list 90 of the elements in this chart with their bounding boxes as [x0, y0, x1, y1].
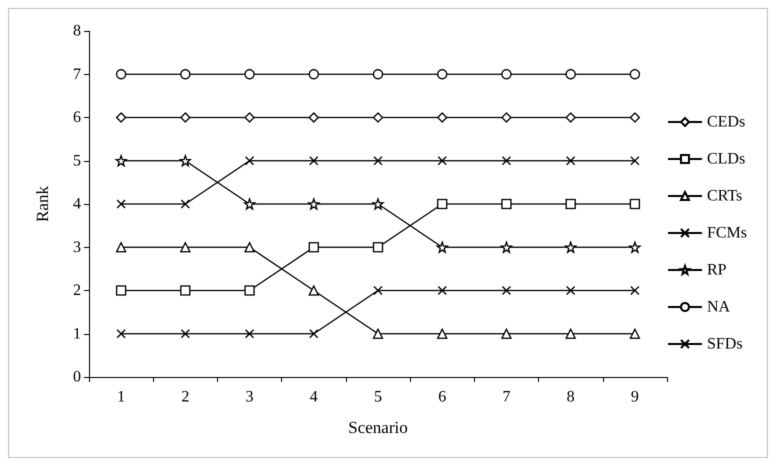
point [437, 69, 448, 80]
point [565, 242, 576, 253]
point [373, 156, 383, 166]
legend-label: NA [706, 298, 731, 316]
point [180, 242, 190, 252]
legend-label: FCMs [706, 224, 748, 242]
x-tick-label: 7 [502, 388, 510, 406]
point [566, 69, 576, 80]
legend-label: CLDs [706, 150, 746, 168]
point [180, 69, 190, 80]
point [308, 112, 319, 123]
point [116, 112, 126, 123]
legend-label: CRTs [706, 188, 742, 204]
point [244, 285, 255, 296]
y-tick-label: 3 [73, 238, 81, 256]
y-tick-label: 6 [73, 109, 81, 126]
point [244, 69, 255, 80]
point [502, 156, 512, 166]
point [437, 328, 448, 339]
point [180, 285, 190, 296]
point [372, 198, 384, 210]
point [308, 69, 319, 80]
x-axis-title: Scenario [348, 418, 408, 437]
point [630, 69, 640, 80]
point [437, 198, 448, 210]
point [244, 329, 254, 338]
y-axis-title: Rank [33, 186, 52, 222]
point [180, 112, 190, 123]
point [502, 286, 512, 296]
point [308, 285, 319, 296]
point [244, 242, 255, 252]
y-tick-label: 8 [73, 22, 81, 40]
point [244, 156, 254, 166]
point [501, 112, 512, 123]
point [438, 156, 447, 166]
point [116, 242, 126, 252]
point [244, 112, 255, 123]
point [566, 286, 576, 296]
x-tick-label: 2 [181, 388, 190, 406]
point [372, 112, 384, 123]
point [566, 156, 576, 166]
point [630, 156, 640, 166]
y-tick-label: 1 [73, 325, 81, 342]
point [115, 155, 127, 166]
x-tick-label: 5 [374, 388, 382, 406]
y-tick-label: 5 [73, 152, 81, 170]
legend-label: SFDs [706, 336, 743, 352]
point [180, 329, 190, 338]
point [629, 242, 641, 253]
point [501, 69, 512, 80]
point [501, 198, 512, 210]
x-tick-label: 4 [310, 388, 318, 406]
point [180, 155, 191, 166]
y-tick-label: 0 [73, 368, 81, 386]
point [244, 198, 256, 210]
y-tick-label: 4 [73, 196, 81, 212]
point [372, 69, 384, 80]
point [436, 242, 448, 253]
point [372, 242, 384, 252]
point [309, 156, 318, 166]
point [630, 198, 640, 210]
point [437, 112, 448, 123]
x-tick-label: 9 [630, 388, 639, 406]
point [116, 329, 126, 338]
point [308, 242, 319, 252]
legend-label: CEDs [706, 114, 746, 130]
point [308, 198, 320, 210]
point [566, 328, 576, 339]
point [630, 286, 640, 296]
point [500, 242, 512, 253]
y-tick-label: 2 [73, 282, 81, 299]
point [566, 112, 576, 123]
point [309, 329, 318, 338]
x-tick-label: 8 [566, 388, 575, 406]
point [630, 112, 640, 123]
x-tick-label: 6 [438, 388, 446, 406]
point [116, 285, 126, 296]
point [372, 328, 384, 339]
point [630, 328, 640, 339]
point [438, 286, 447, 296]
y-tick-label: 7 [73, 66, 81, 83]
point [373, 286, 383, 296]
point [116, 69, 126, 80]
point [116, 199, 126, 209]
point [180, 199, 190, 209]
point [501, 328, 512, 339]
legend-label: RP [706, 262, 727, 278]
x-tick-label: 3 [246, 388, 254, 406]
point [566, 198, 576, 210]
x-tick-label: 1 [117, 388, 126, 406]
